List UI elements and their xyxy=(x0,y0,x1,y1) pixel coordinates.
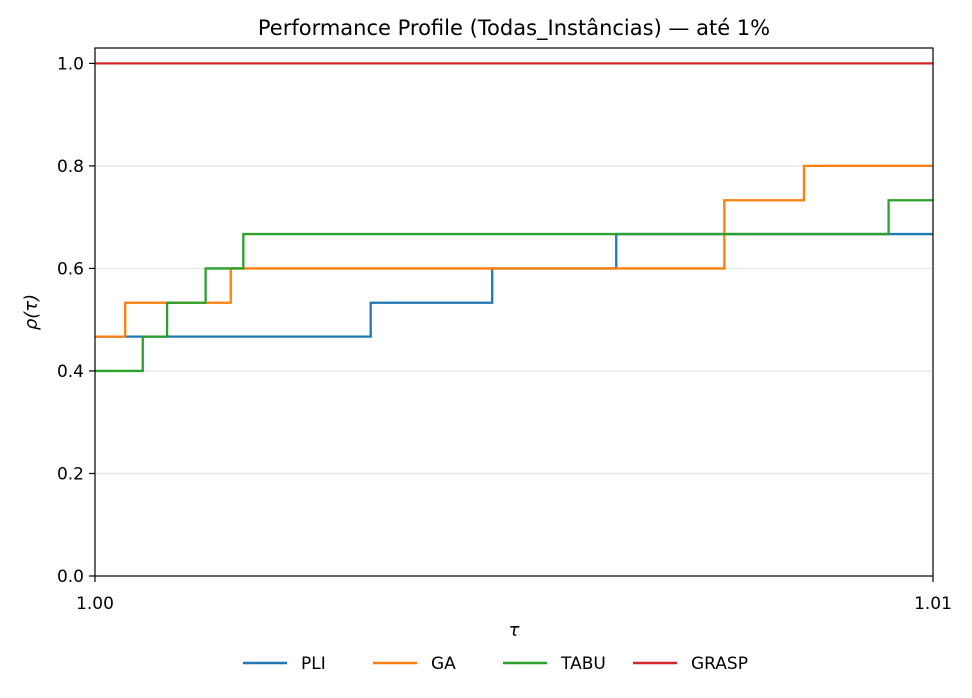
x-tick-label: 1.00 xyxy=(76,594,114,614)
y-tick-label: 0.2 xyxy=(57,464,84,484)
y-tick-label: 0.0 xyxy=(57,567,84,587)
series-line-tabu xyxy=(95,199,933,373)
legend-label-tabu: TABU xyxy=(560,654,606,674)
series-lines xyxy=(95,62,933,373)
grid-lines xyxy=(95,62,933,577)
x-tick-label: 1.01 xyxy=(914,594,952,614)
y-axis-label: ρ(τ) xyxy=(21,294,42,330)
legend: PLI GA TABU GRASP xyxy=(243,654,748,674)
series-line-ga xyxy=(95,164,933,338)
x-axis-label: τ xyxy=(509,620,520,641)
series-line-pli xyxy=(95,232,933,338)
legend-label-pli: PLI xyxy=(301,654,326,674)
legend-label-grasp: GRASP xyxy=(691,654,748,674)
chart-title: Performance Profile (Todas_Instâncias) —… xyxy=(258,16,770,41)
legend-label-ga: GA xyxy=(431,654,456,674)
y-tick-label: 0.6 xyxy=(57,259,84,279)
y-tick-label: 0.4 xyxy=(57,362,84,382)
y-tick-label: 1.0 xyxy=(57,54,84,74)
plot-frame xyxy=(94,47,934,577)
y-tick-label: 0.8 xyxy=(57,157,84,177)
axis-ticks: 0.0 0.2 0.4 0.6 0.8 1.0 1.00 1.01 xyxy=(57,54,952,614)
